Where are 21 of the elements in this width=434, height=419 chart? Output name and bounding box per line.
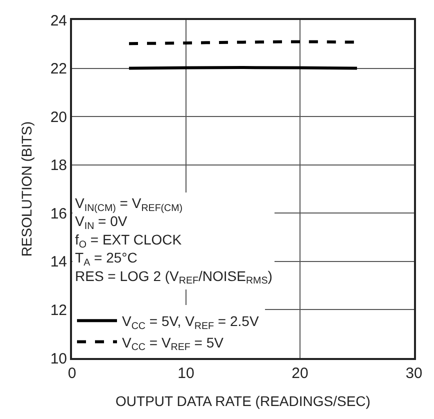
annotation: RES = LOG 2 (V$_{REF}$/NOISE$_{RMS}$) — [75, 268, 272, 287]
annotation: V$_{IN}$ = 0V — [75, 213, 128, 232]
y-tick-label: 20 — [50, 108, 67, 126]
y-tick-label: 16 — [50, 205, 67, 222]
annotation: V$_{IN(CM)}$ = V$_{REF(CM)}$ — [75, 195, 183, 214]
y-tick-label: 24 — [50, 12, 67, 30]
annotation: T$_{A}$ = 25°C — [75, 250, 138, 269]
y-tick-label: 18 — [50, 157, 67, 174]
x-tick-label: 20 — [292, 365, 308, 382]
x-tick-label: 30 — [406, 365, 422, 382]
y-axis-title: RESOLUTION (BITS) — [18, 121, 34, 257]
x-tick-label: 0 — [68, 365, 76, 382]
annotation: f$_{O}$ = EXT CLOCK — [75, 231, 182, 250]
legend-label: V$_{CC}$ = 5V, V$_{REF}$ = 2.5V — [122, 313, 260, 332]
x-tick-label: 10 — [178, 365, 194, 382]
y-tick-label: 12 — [50, 302, 67, 319]
x-axis-title: OUTPUT DATA RATE (READINGS/SEC) — [116, 392, 370, 409]
y-tick-label: 22 — [50, 60, 67, 78]
y-tick-label: 14 — [50, 254, 67, 271]
y-tick-label: 10 — [50, 350, 67, 368]
legend-label: V$_{CC}$ = V$_{REF}$ = 5V — [122, 334, 224, 354]
